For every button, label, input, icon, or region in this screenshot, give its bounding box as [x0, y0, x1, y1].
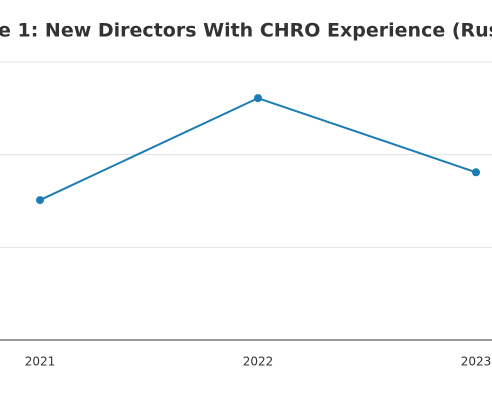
- chart-title: e 1: New Directors With CHRO Experience …: [0, 20, 492, 42]
- point: [472, 168, 480, 177]
- line: [39, 97, 477, 201]
- point: [254, 94, 262, 103]
- x-tick-label: 2021: [25, 355, 56, 369]
- point: [36, 196, 44, 205]
- x-tick-label: 2023: [461, 355, 492, 369]
- x-tick-label: 2022: [243, 355, 274, 369]
